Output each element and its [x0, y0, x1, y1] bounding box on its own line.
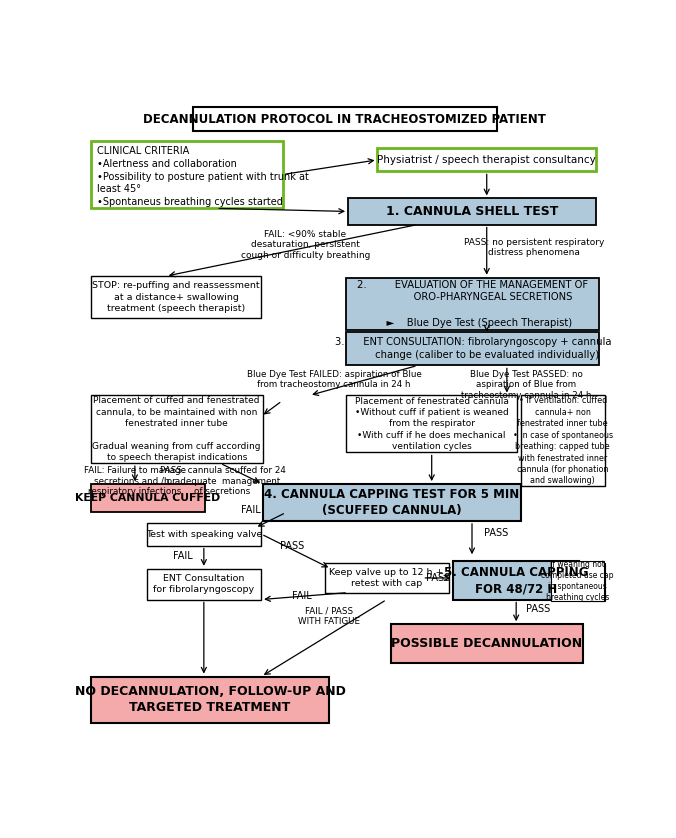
Text: PASS: no persistent respiratory
distress phenomena: PASS: no persistent respiratory distress… — [464, 238, 604, 257]
Text: FAIL: FAIL — [173, 551, 193, 561]
Text: KEEP CANNULA CUFFED: KEEP CANNULA CUFFED — [76, 493, 220, 503]
Text: PASS: PASS — [426, 573, 450, 583]
FancyBboxPatch shape — [582, 562, 605, 601]
Text: 1. CANNULA SHELL TEST: 1. CANNULA SHELL TEST — [386, 205, 558, 218]
FancyBboxPatch shape — [377, 148, 596, 172]
FancyBboxPatch shape — [263, 484, 521, 521]
Text: 2.         EVALUATION OF THE MANAGEMENT OF
             ORO-PHARYNGEAL SECRETION: 2. EVALUATION OF THE MANAGEMENT OF ORO-P… — [357, 280, 588, 328]
Text: POSSIBLE DECANNULATION: POSSIBLE DECANNULATION — [391, 637, 582, 650]
Text: ENT Consultation
for fibrolaryngoscopy: ENT Consultation for fibrolaryngoscopy — [153, 574, 254, 594]
Text: FAIL: FAIL — [291, 591, 312, 601]
Text: Keep valve up to 12 h +
retest with cap: Keep valve up to 12 h + retest with cap — [329, 567, 444, 588]
FancyBboxPatch shape — [454, 561, 579, 599]
FancyBboxPatch shape — [521, 396, 604, 486]
Text: STOP: re-puffing and reassessment
at a distance+ swallowing
treatment (speech th: STOP: re-puffing and reassessment at a d… — [92, 282, 260, 313]
FancyBboxPatch shape — [91, 276, 261, 318]
Text: FAIL / PASS
WITH FATIGUE: FAIL / PASS WITH FATIGUE — [297, 607, 360, 626]
Text: NO DECANNULATION, FOLLOW-UP AND
TARGETED TREATMENT: NO DECANNULATION, FOLLOW-UP AND TARGETED… — [74, 685, 345, 714]
FancyBboxPatch shape — [391, 624, 583, 663]
FancyBboxPatch shape — [147, 569, 261, 599]
Text: Placement of cuffed and fenestrated
cannula, to be maintained with non
fenestrat: Placement of cuffed and fenestrated cann… — [93, 396, 261, 463]
Text: Blue Dye Test FAILED: aspiration of Blue
from tracheostomy cannula in 24 h: Blue Dye Test FAILED: aspiration of Blue… — [247, 370, 421, 390]
FancyBboxPatch shape — [346, 277, 599, 330]
FancyBboxPatch shape — [91, 141, 283, 209]
Text: DECANNULATION PROTOCOL IN TRACHEOSTOMIZED PATIENT: DECANNULATION PROTOCOL IN TRACHEOSTOMIZE… — [143, 112, 546, 126]
FancyBboxPatch shape — [551, 561, 604, 601]
Text: PASS: PASS — [280, 541, 304, 551]
Text: Placement of fenestrated cannula
•Without cuff if patient is weaned
from the res: Placement of fenestrated cannula •Withou… — [355, 396, 508, 452]
Text: 4. CANNULA CAPPING TEST FOR 5 MIN
(SCUFFED CANNULA): 4. CANNULA CAPPING TEST FOR 5 MIN (SCUFF… — [264, 488, 519, 517]
FancyBboxPatch shape — [91, 676, 329, 722]
Text: 3.      ENT CONSULTATION: fibrolaryngoscopy + cannula
         change (caliber t: 3. ENT CONSULTATION: fibrolaryngoscopy +… — [335, 337, 611, 360]
Text: Physiatrist / speech therapist consultancy: Physiatrist / speech therapist consultan… — [377, 155, 596, 165]
Text: FAIL: <90% stable
desaturation, persistent
cough or difficulty breathing: FAIL: <90% stable desaturation, persiste… — [241, 230, 370, 260]
Text: FAIL: Failure to manage
secretions and / or
respiratory infections: FAIL: Failure to manage secretions and /… — [84, 466, 186, 496]
Text: FAIL: FAIL — [241, 505, 261, 515]
Text: If weaning not
completed use cap
in spontaneous
breathing cycles: If weaning not completed use cap in spon… — [541, 560, 614, 603]
Text: • If ventilation: cuffed
cannula+ non
fenestrated inner tube
• In case of sponta: • If ventilation: cuffed cannula+ non fe… — [512, 396, 612, 485]
FancyBboxPatch shape — [348, 199, 596, 225]
FancyBboxPatch shape — [91, 484, 206, 512]
FancyBboxPatch shape — [91, 396, 263, 463]
FancyBboxPatch shape — [346, 396, 517, 453]
FancyBboxPatch shape — [346, 332, 599, 365]
Text: 5. CANNULA CAPPING
FOR 48/72 H: 5. CANNULA CAPPING FOR 48/72 H — [444, 566, 588, 595]
Text: PASS: PASS — [526, 603, 550, 613]
Text: PASS: cannula scuffed for 24
h, adequate  management
of secretions: PASS: cannula scuffed for 24 h, adequate… — [160, 466, 285, 496]
FancyBboxPatch shape — [147, 523, 261, 546]
FancyBboxPatch shape — [324, 563, 449, 592]
Text: PASS: PASS — [483, 528, 508, 538]
Text: CLINICAL CRITERIA
•Alertness and collaboration
•Possibility to posture patient w: CLINICAL CRITERIA •Alertness and collabo… — [97, 146, 309, 207]
Text: Test with speaking valve: Test with speaking valve — [145, 530, 262, 539]
Text: Blue Dye Test PASSED: no
aspiration of Blue from
tracheostomy cannula in 24 h: Blue Dye Test PASSED: no aspiration of B… — [461, 370, 592, 400]
FancyBboxPatch shape — [193, 106, 497, 132]
